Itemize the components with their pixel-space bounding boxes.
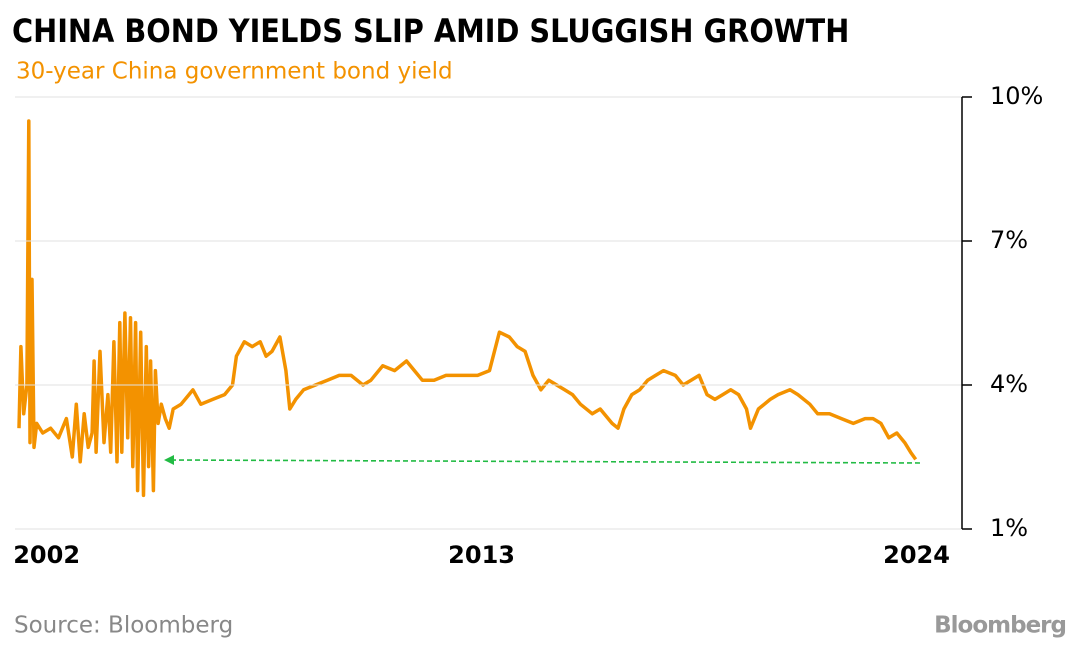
y-tick-label: 10% (990, 82, 1043, 110)
logo: Bloomberg (934, 613, 1066, 639)
chart-title: CHINA BOND YIELDS SLIP AMID SLUGGISH GRO… (12, 12, 849, 50)
chart-subtitle: 30-year China government bond yield (16, 59, 453, 85)
y-tick-label: 4% (990, 370, 1028, 398)
annotation-arrowhead (164, 455, 174, 465)
annotation-arrow (171, 459, 921, 464)
source: Source: Bloomberg (14, 613, 233, 639)
x-tick-label: 2002 (13, 541, 80, 569)
y-tick-label: 7% (990, 226, 1028, 254)
line-series (17, 119, 918, 498)
y-tick-label: 1% (990, 514, 1028, 542)
x-tick-label: 2013 (448, 541, 515, 569)
x-tick-label: 2024 (883, 541, 950, 569)
